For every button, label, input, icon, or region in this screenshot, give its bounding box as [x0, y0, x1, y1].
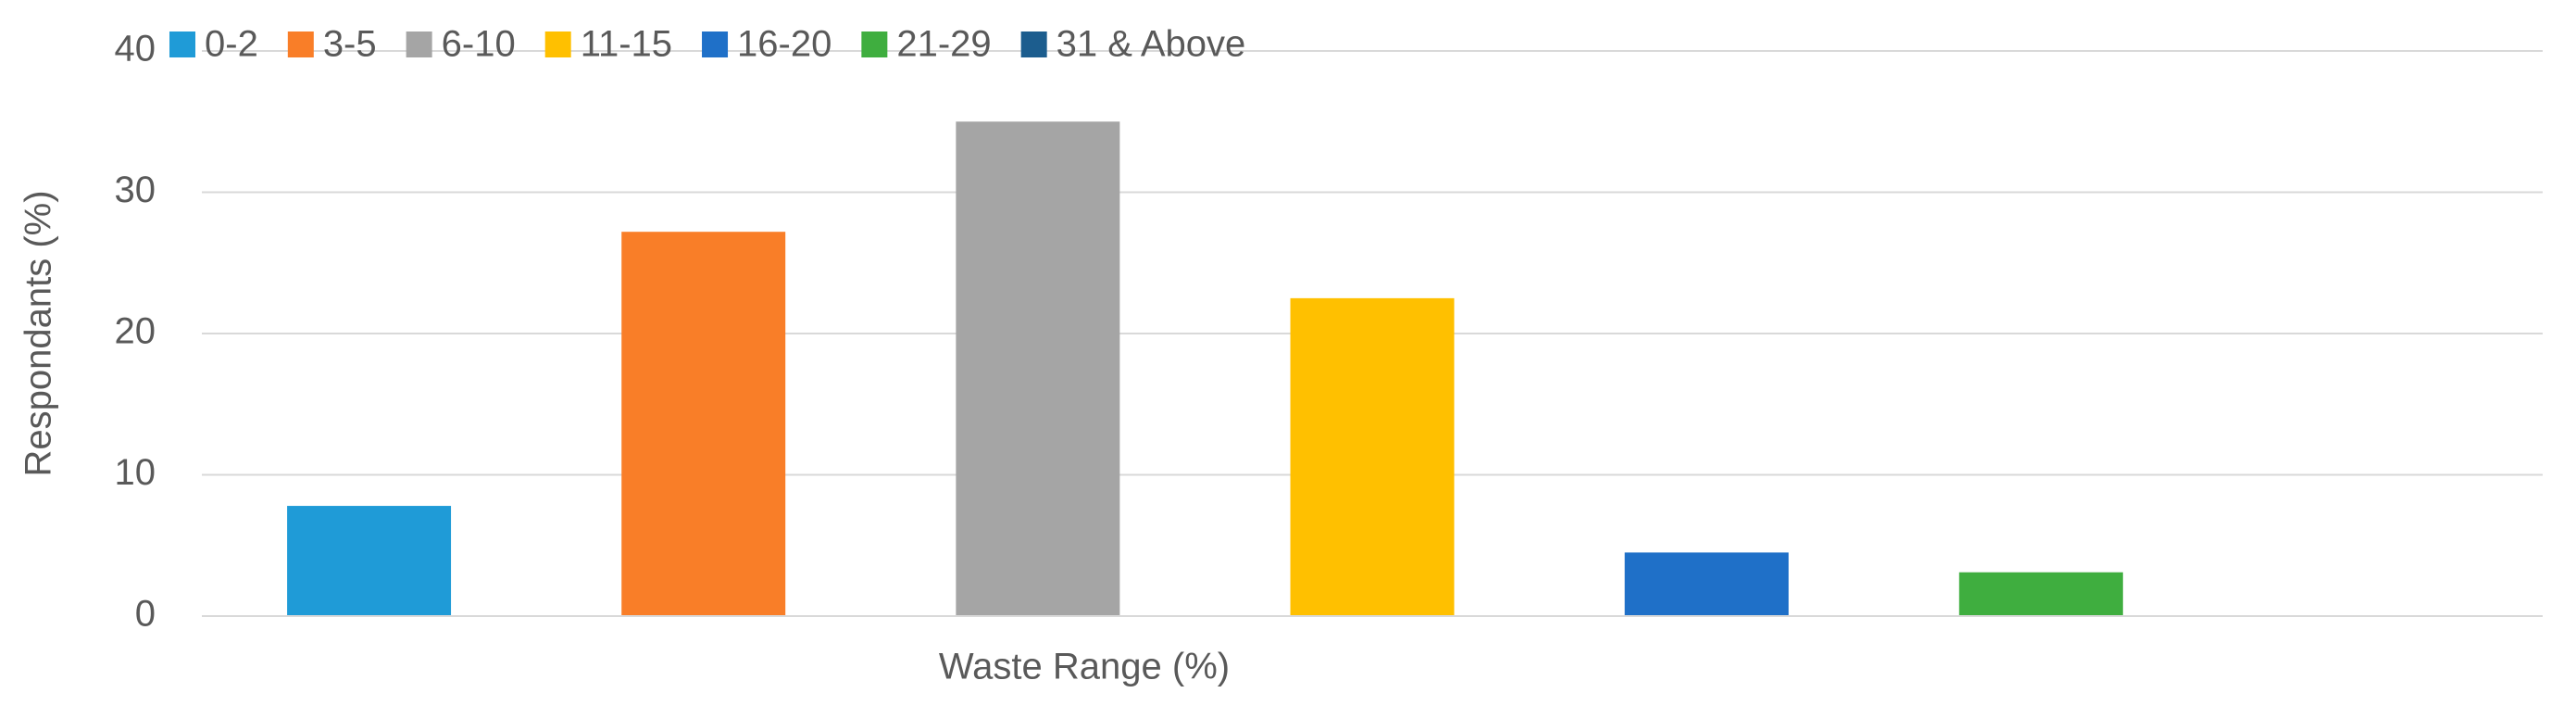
legend-label: 0-2: [205, 24, 258, 65]
y-tick-label: 0: [135, 594, 156, 635]
legend-swatch: [406, 31, 432, 57]
bar: [956, 121, 1120, 616]
legend-swatch: [861, 31, 888, 57]
legend-swatch: [544, 31, 571, 57]
legend-label: 6-10: [442, 24, 516, 65]
y-tick-label: 30: [115, 170, 156, 210]
legend-swatch: [169, 31, 195, 57]
bar: [1624, 552, 1789, 616]
legend-label: 31 & Above: [1057, 24, 1246, 65]
legend-swatch: [287, 31, 314, 57]
legend-swatch: [702, 31, 729, 57]
legend-label: 21-29: [896, 24, 991, 65]
bar: [1958, 572, 2123, 616]
legend-swatch: [1020, 31, 1047, 57]
x-axis-label: Waste Range (%): [939, 647, 1230, 687]
y-tick-label: 40: [115, 29, 156, 69]
y-axis-label: Respondants (%): [19, 190, 59, 476]
bar: [1290, 297, 1455, 616]
bar: [621, 232, 786, 616]
legend-label: 16-20: [737, 24, 832, 65]
y-tick-label: 20: [115, 311, 156, 352]
bar: [287, 506, 452, 616]
legend-label: 11-15: [581, 24, 672, 65]
y-tick-label: 10: [115, 452, 156, 493]
legend-label: 3-5: [323, 24, 377, 65]
